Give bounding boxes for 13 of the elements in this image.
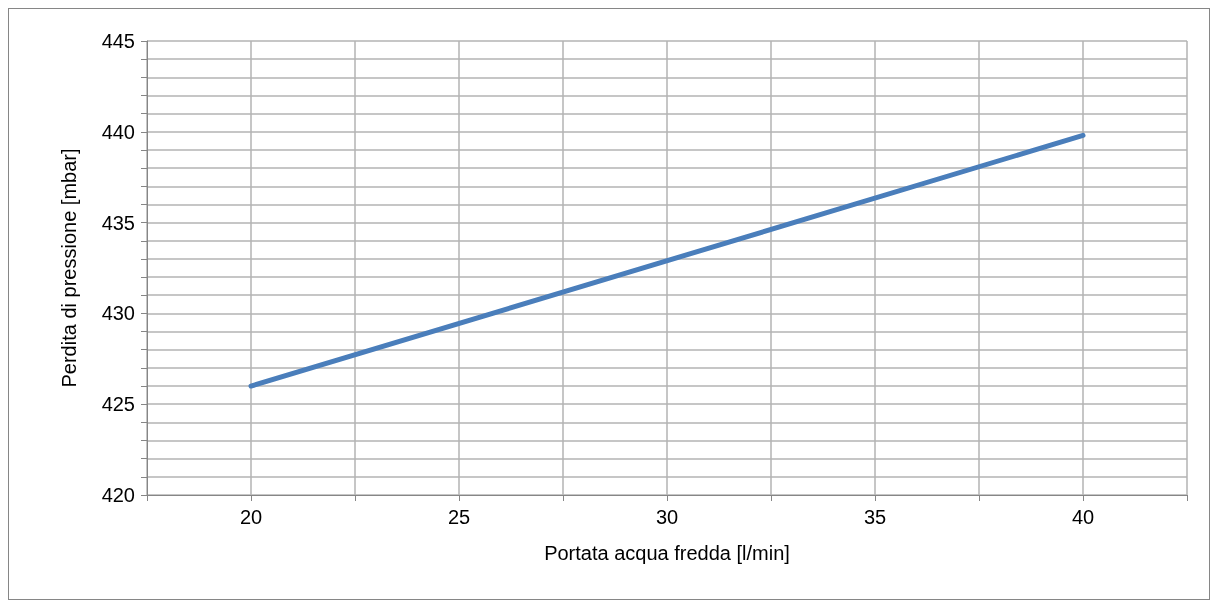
x-tick-label: 35 — [863, 506, 887, 528]
y-tick-label: 440 — [101, 120, 135, 143]
x-axis-title: Portata acqua fredda [l/min] — [544, 542, 790, 564]
x-tick-label: 25 — [447, 506, 471, 528]
x-tick-label: 40 — [1071, 506, 1095, 528]
y-tick-label: 445 — [101, 30, 135, 52]
x-tick-label: 30 — [655, 506, 679, 528]
y-tick-label: 420 — [101, 484, 135, 506]
y-tick-label: 435 — [101, 211, 135, 234]
x-tick-label: 20 — [239, 506, 263, 528]
y-axis-title: Perdita di pressione [mbar] — [58, 148, 80, 388]
y-tick-label: 430 — [101, 302, 135, 325]
y-tick-label: 425 — [101, 393, 135, 416]
